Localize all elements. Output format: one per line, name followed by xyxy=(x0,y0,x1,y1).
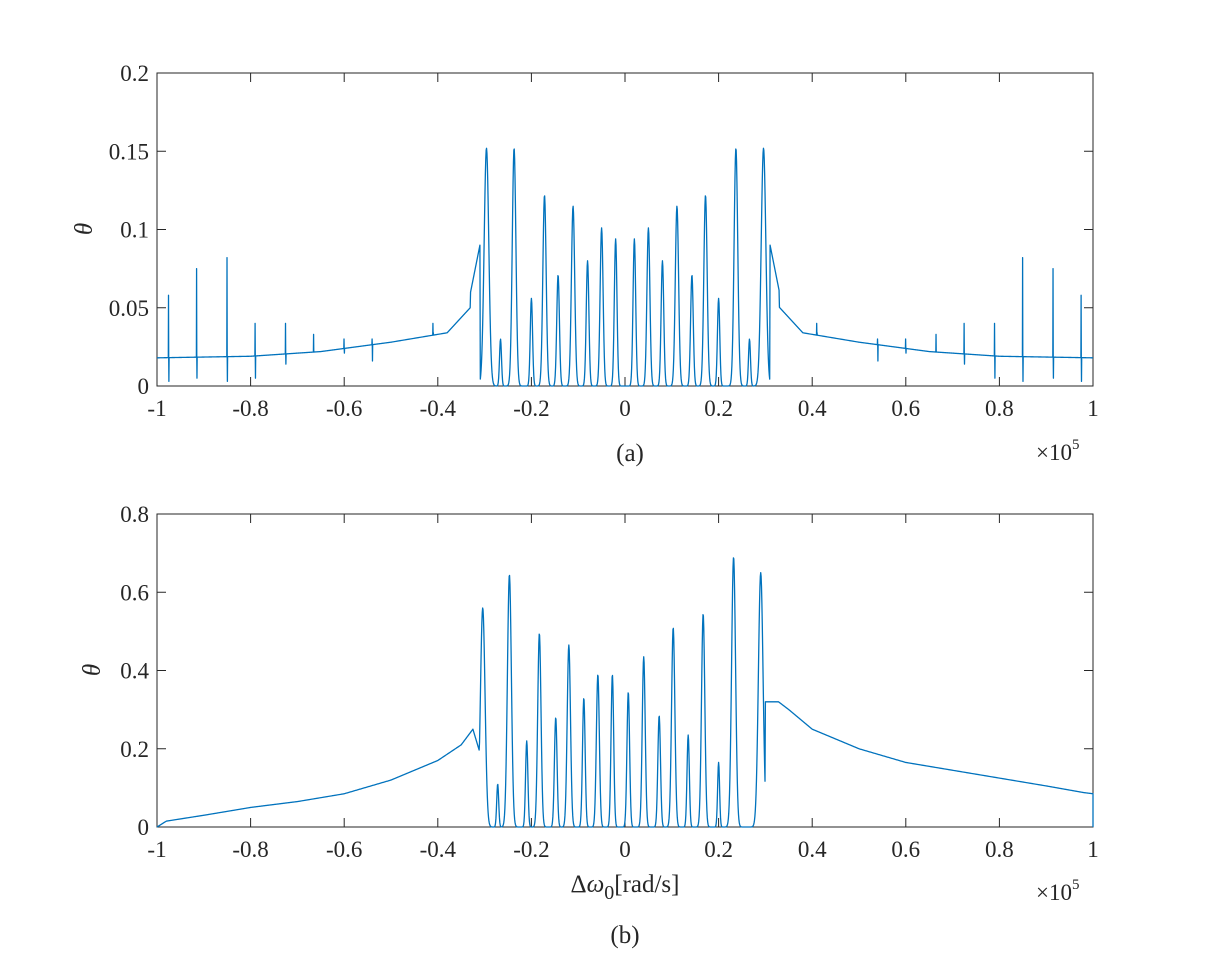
panel-b-ytick-label: 0.2 xyxy=(120,737,149,762)
panel-b-xtick-label: 0.4 xyxy=(798,837,827,862)
panel-b-ytick-label: 0 xyxy=(138,815,150,840)
panel-a-ticks: -1 -0.8 -0.6 -0.4 -0.2 0 0.2 0.4 0.6 0.8 1 0 0.05 0.1… xyxy=(109,61,1099,421)
panel-a-xtick-label: -0.8 xyxy=(232,396,268,421)
panel-a-xtick-label: -0.6 xyxy=(326,396,362,421)
panel-b-xtick-label: -0.4 xyxy=(420,837,457,862)
panel-a-xtick-label: -1 xyxy=(147,396,166,421)
panel-a-ytick-label: 0.15 xyxy=(109,139,149,164)
panel-b-xtick-label: 0.2 xyxy=(704,837,733,862)
panel-b-ylabel: θ xyxy=(79,664,106,676)
panel-a-xtick-label: -0.2 xyxy=(513,396,549,421)
panel-b-xtick-label: 0 xyxy=(619,837,631,862)
panel-b-xtick-label: -0.2 xyxy=(513,837,549,862)
panel-b-ytick-label: 0.8 xyxy=(120,502,149,527)
panel-b-caption: (b) xyxy=(610,922,639,949)
panel-b-ytick-label: 0.6 xyxy=(120,580,149,605)
panel-a-xtick-label: 0.6 xyxy=(891,396,920,421)
panel-a-xtick-label: 1 xyxy=(1087,396,1099,421)
panel-a-ytick-label: 0.1 xyxy=(120,218,149,243)
panel-a-caption: (a) xyxy=(616,440,644,467)
panel-b-xtick-label: 0.8 xyxy=(985,837,1014,862)
panel-a-ytick-label: 0.2 xyxy=(120,61,149,86)
panel-a-series-line xyxy=(156,147,1094,387)
panel-b-xtick-label: 1 xyxy=(1087,837,1099,862)
panel-a-ylabel: θ xyxy=(71,223,98,235)
panel-a-xtick-label: 0.8 xyxy=(985,396,1014,421)
panel-b-xtick-label: -0.6 xyxy=(326,837,362,862)
panel-a-ytick-label: 0 xyxy=(138,374,150,399)
panel-a-xtick-label: -0.4 xyxy=(420,396,457,421)
panel-b-xtick-label: -0.8 xyxy=(232,837,268,862)
panel-a-ytick-label: 0.05 xyxy=(109,296,149,321)
panel-a-xtick-label: 0.4 xyxy=(798,396,827,421)
panel-a-xtick-label: 0.2 xyxy=(704,396,733,421)
panel-b-xtick-label: 0.6 xyxy=(891,837,920,862)
panel-b-xtick-label: -1 xyxy=(147,837,166,862)
panel-b-ytick-label: 0.4 xyxy=(120,659,149,684)
panel-a-xtick-label: 0 xyxy=(619,396,631,421)
panel-b-series-line xyxy=(156,557,1094,828)
panel-b-ticks: -1 -0.8 -0.6 -0.4 -0.2 0 0.2 0.4 0.6 0.8 1 0 0.2 0.4 0… xyxy=(120,502,1099,862)
